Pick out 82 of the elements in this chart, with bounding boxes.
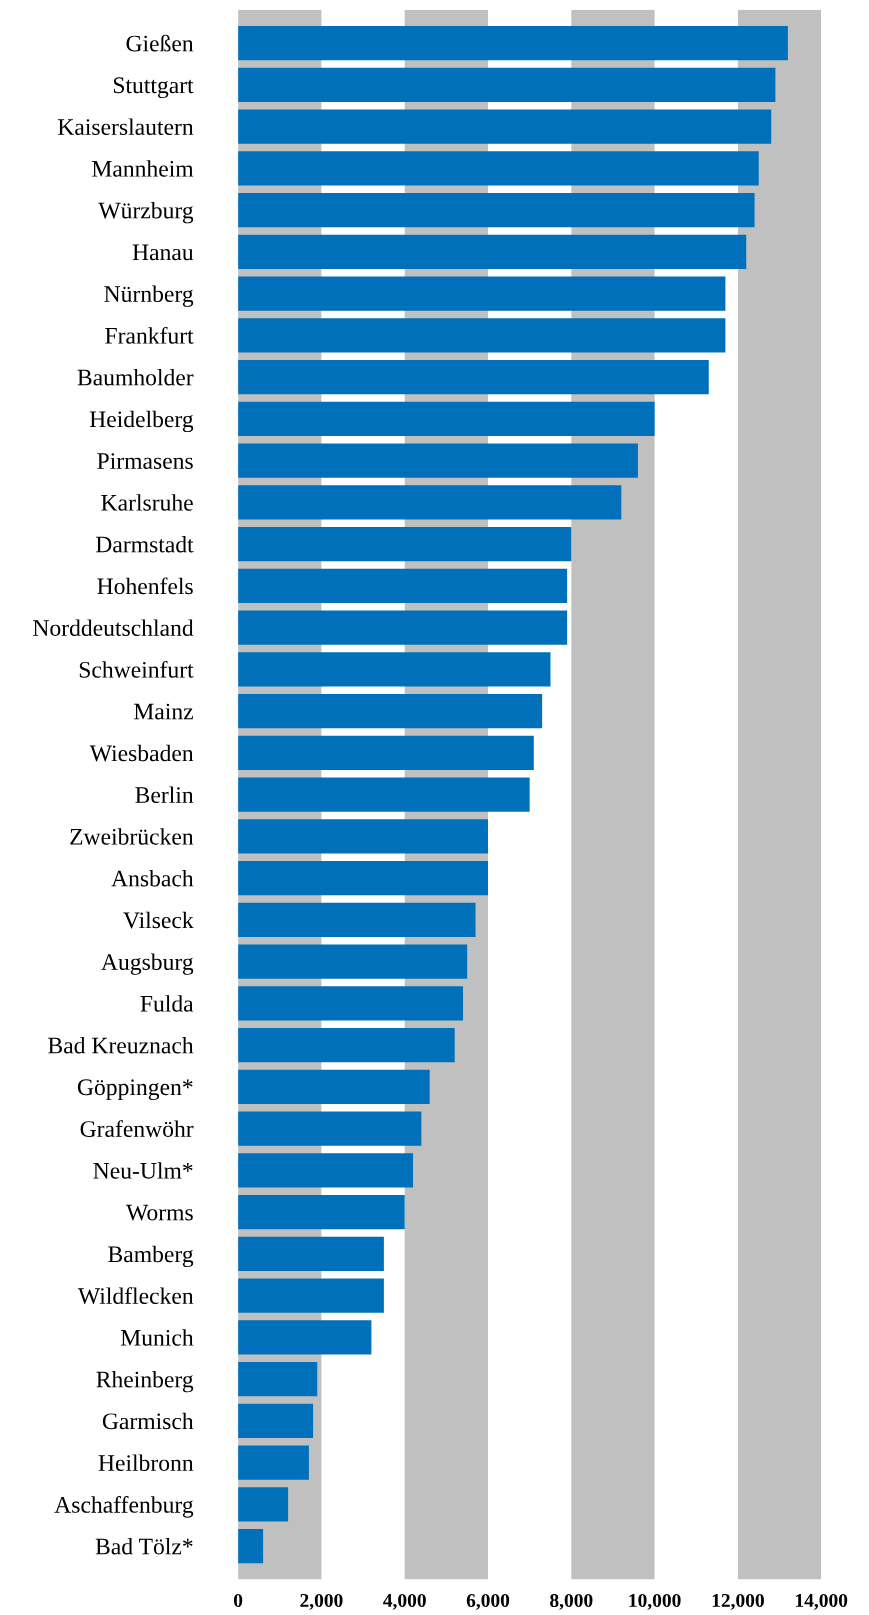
bar (238, 276, 726, 311)
bar (238, 652, 551, 687)
x-tick-label: 8,000 (550, 1593, 593, 1610)
y-tick-label: Nürnberg (104, 285, 194, 307)
bar (238, 1403, 314, 1438)
bar (238, 1153, 414, 1188)
y-tick-label: Heilbronn (98, 1454, 194, 1471)
y-tick-label: Ansbach (111, 869, 194, 887)
y-tick-label: Norddeutschland (33, 619, 194, 637)
bar (238, 777, 530, 812)
y-tick-label: Berlin (135, 786, 194, 803)
bar (238, 819, 489, 854)
bar (238, 610, 568, 645)
y-tick-label: Wildflecken (77, 1287, 194, 1305)
y-tick-label: Aschaffenburg (54, 1496, 194, 1518)
bar (238, 1445, 309, 1480)
y-tick-label: Vilseck (123, 911, 194, 929)
bar (238, 1487, 289, 1522)
bar (238, 568, 568, 603)
bar (238, 860, 489, 896)
y-tick-label: Grafenwöhr (80, 1120, 194, 1137)
bar (238, 902, 476, 937)
x-tick-label: 14,000 (796, 1593, 848, 1610)
x-tick-label: 2,000 (300, 1593, 343, 1610)
bar (238, 1069, 430, 1104)
bar (238, 693, 543, 729)
y-tick-label: Munich (120, 1329, 194, 1346)
x-tick-label: 12,000 (712, 1593, 764, 1610)
x-tick-label: 6,000 (466, 1593, 510, 1610)
bar (238, 485, 622, 520)
y-tick-label: Pirmasens (97, 453, 193, 470)
y-tick-label: Baumholder (77, 368, 194, 386)
bar (238, 1361, 318, 1397)
bar (238, 526, 572, 562)
y-tick-label: Heidelberg (89, 410, 194, 433)
y-tick-label: Bad Tölz* (95, 1537, 193, 1555)
x-tick-label: 4,000 (383, 1593, 426, 1610)
bar (238, 443, 638, 478)
bar (238, 401, 655, 436)
bar (238, 151, 759, 186)
y-tick-label: Göppingen* (77, 1079, 193, 1101)
y-tick-label: Mannheim (92, 160, 194, 177)
y-tick-label: Gießen (126, 34, 194, 52)
y-tick-label: Frankfurt (105, 326, 194, 344)
y-tick-label: Garmisch (102, 1412, 194, 1430)
bar (238, 1528, 264, 1564)
y-tick-label: Hohenfels (97, 577, 193, 595)
bar (238, 1236, 384, 1271)
y-tick-label: Darmstadt (95, 535, 194, 553)
y-tick-label: Zweibrücken (70, 828, 194, 845)
y-tick-label: Karlsruhe (101, 494, 193, 511)
bar (238, 109, 772, 144)
y-tick-label: Schweinfurt (79, 660, 194, 678)
bar (238, 234, 747, 269)
y-tick-label: Bad Kreuznach (48, 1036, 194, 1054)
bar (238, 25, 788, 61)
y-tick-label: Wiesbaden (89, 744, 194, 762)
y-tick-label: Bamberg (108, 1245, 194, 1268)
y-tick-label: Fulda (140, 995, 194, 1012)
bar (238, 1320, 372, 1355)
bar (238, 192, 755, 228)
bar (238, 1194, 405, 1230)
bar (238, 986, 464, 1021)
y-tick-label: Worms (126, 1204, 193, 1221)
bar (238, 359, 709, 395)
bar (238, 735, 534, 770)
bar (238, 318, 726, 353)
y-tick-label: Kaiserslautern (57, 118, 194, 136)
bar (238, 1278, 384, 1313)
y-tick-label: Rheinberg (96, 1370, 194, 1393)
x-tick-label: 10,000 (629, 1593, 681, 1610)
bar (238, 1027, 455, 1063)
y-tick-label: Würzburg (98, 201, 194, 224)
y-tick-label: Neu-Ulm* (93, 1162, 193, 1179)
x-tick-label: 0 (233, 1593, 243, 1608)
bar (238, 1111, 422, 1146)
y-tick-label: Augsburg (101, 953, 194, 975)
bar (238, 944, 468, 979)
y-tick-label: Mainz (134, 703, 193, 720)
y-tick-label: Stuttgart (113, 77, 194, 99)
y-tick-label: Hanau (132, 244, 194, 261)
bar (238, 67, 776, 102)
